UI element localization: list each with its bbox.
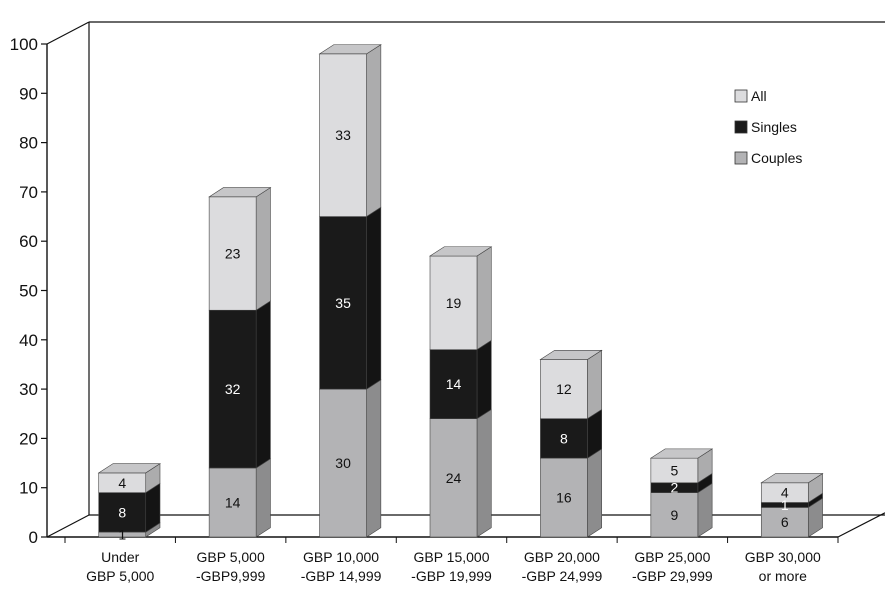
category-label: GBP 5,000 -GBP9,999: [196, 549, 265, 584]
bar-top: [97, 463, 162, 474]
data-label-couples: 30: [335, 455, 351, 471]
bar-segment-couples: [650, 492, 699, 538]
y-tick-label: 10: [19, 479, 38, 498]
category-labels: Under GBP 5,000 GBP 5,000 -GBP9,999 GBP 10,0…: [86, 549, 821, 584]
data-label-singles: 14: [446, 376, 462, 392]
category-label: GBP 20,000 -GBP 24,999: [522, 549, 603, 584]
bar-segment-couples: [208, 467, 257, 538]
y-tick-label: 0: [29, 528, 38, 547]
data-label-all: 23: [225, 246, 241, 262]
data-label-couples: 6: [781, 514, 789, 530]
legend: All Singles Couples: [734, 88, 802, 166]
bar-segment-couples: [540, 457, 588, 538]
data-label-couples: 14: [225, 494, 241, 510]
data-label-singles: 32: [225, 381, 241, 397]
bar-segment-couples: [319, 388, 367, 538]
bar-side-couples: [587, 448, 603, 538]
bar-stack: 14 32 23: [208, 187, 272, 538]
bar-top: [428, 246, 493, 257]
data-label-singles: 8: [560, 430, 568, 446]
legend-item-couples: Couples: [734, 150, 802, 166]
bar-side-singles: [366, 206, 382, 390]
bar-top: [649, 448, 714, 459]
bar-segment-singles: [540, 418, 588, 459]
data-label-all: 19: [446, 295, 462, 311]
bar-segment-all: [208, 196, 257, 311]
floor-left-edge: [46, 514, 90, 538]
category-label: GBP 15,000 -GBP 19,999: [411, 549, 492, 584]
bar-side-all: [255, 187, 271, 311]
data-label-couples: 16: [556, 490, 572, 506]
bar-stack: 9 2 5: [649, 448, 714, 538]
y-tick-label: 30: [19, 380, 38, 399]
y-tick-label: 70: [19, 183, 38, 202]
bar-top: [539, 349, 603, 360]
bar-side-all: [366, 44, 382, 218]
bar-segment-all: [540, 359, 588, 419]
bar-segment-singles: [319, 216, 367, 390]
y-tick-label: 60: [19, 232, 38, 251]
bar-segment-singles: [98, 492, 147, 533]
legend-swatch: [734, 120, 748, 134]
data-label-all: 12: [556, 381, 572, 397]
data-label-couples: 9: [670, 507, 678, 523]
legend-label: All: [751, 88, 767, 104]
bar-side-singles: [255, 300, 271, 469]
data-label-couples: 1: [118, 527, 126, 543]
bar-top: [760, 473, 824, 484]
data-label-singles: 1: [781, 497, 789, 513]
category-label: GBP 25,000 -GBP 29,999: [632, 549, 713, 584]
y-tick-label: 50: [19, 282, 38, 301]
legend-item-singles: Singles: [734, 119, 797, 135]
category-label: GBP 30,000 or more: [745, 549, 821, 584]
data-label-all: 33: [335, 127, 351, 143]
bar-top: [318, 44, 382, 55]
bar-segment-all: [650, 457, 699, 484]
bar-side-couples: [255, 458, 271, 538]
bar-segment-all: [429, 255, 478, 350]
category-label: GBP 10,000 -GBP 14,999: [301, 549, 382, 584]
bar-side-couples: [366, 379, 382, 538]
bar-side-all: [587, 349, 603, 420]
y-tick-label: 80: [19, 134, 38, 153]
bar-stack: 24 14 19: [428, 246, 493, 538]
legend-swatch: [734, 151, 748, 165]
bar-segment-singles: [429, 349, 478, 419]
bar-segment-all: [319, 53, 367, 217]
y-tick-label: 90: [19, 84, 38, 103]
category-label: Under GBP 5,000: [86, 549, 154, 584]
bar-side-singles: [476, 339, 492, 420]
legend-label: Singles: [751, 119, 797, 135]
legend-label: Couples: [751, 150, 802, 166]
data-label-all: 4: [118, 475, 126, 491]
data-label-all: 4: [781, 485, 789, 501]
bar-stack: 16 8 12: [539, 349, 603, 538]
y-tick-label: 20: [19, 429, 38, 448]
legend-item-all: All: [734, 88, 767, 104]
bar-stack: 30 35 33: [318, 44, 382, 538]
y-axis-top-edge: [46, 21, 90, 45]
bar-stack: 614: [760, 472, 824, 538]
bar-stack: 1 8 4: [97, 463, 162, 543]
legend-swatch: [734, 89, 748, 103]
y-tick-label: 100: [10, 35, 38, 54]
data-label-singles: 8: [118, 504, 126, 520]
data-label-all: 5: [670, 462, 678, 478]
data-label-couples: 24: [446, 470, 462, 486]
bar-top: [208, 187, 272, 198]
bar-segment-couples: [429, 418, 478, 538]
data-label-singles: 35: [335, 295, 351, 311]
data-label-singles: 2: [670, 480, 678, 496]
y-tick-label: 40: [19, 331, 38, 350]
floor-right-edge: [837, 512, 885, 538]
bar-side-all: [476, 246, 492, 351]
bar-side-couples: [476, 408, 492, 538]
